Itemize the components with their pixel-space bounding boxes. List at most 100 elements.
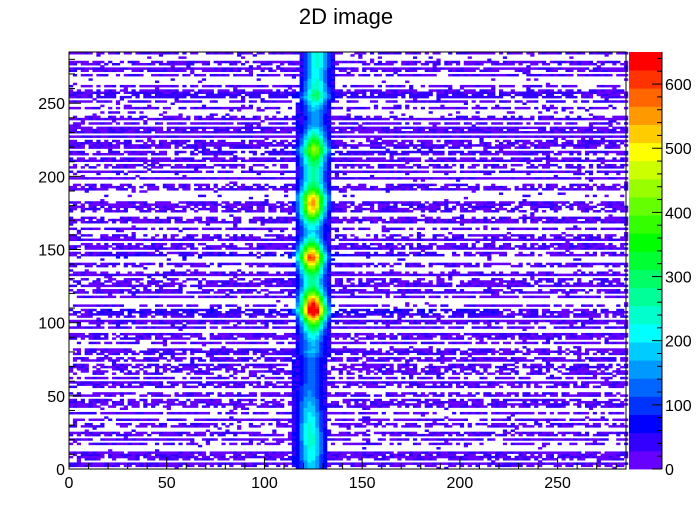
heatmap-cell [581, 433, 586, 437]
heatmap-cell [397, 321, 402, 325]
heatmap-cell [479, 365, 484, 369]
heatmap-cell [350, 365, 355, 369]
heatmap-cell [252, 319, 257, 323]
heatmap-cell [459, 400, 465, 404]
heatmap-cell [127, 370, 132, 373]
heatmap-cell [330, 368, 336, 371]
heatmap-cell [182, 332, 187, 336]
heatmap-cell [565, 400, 570, 404]
heatmap-cell [506, 319, 511, 323]
heatmap-cell [151, 405, 156, 408]
heatmap-cell [319, 409, 324, 413]
heatmap-cell [268, 451, 273, 454]
heatmap-cell [581, 337, 586, 340]
heatmap-cell [170, 348, 175, 351]
heatmap-cell [205, 363, 211, 367]
heatmap-cell [260, 354, 265, 358]
heatmap-cell [596, 319, 601, 323]
heatmap-cell [272, 458, 277, 461]
heatmap-cell [143, 326, 148, 329]
heatmap-cell [569, 324, 574, 327]
heatmap-cell [280, 418, 285, 422]
heatmap-cell [604, 403, 609, 406]
heatmap-cell [604, 453, 609, 457]
heatmap-cell [381, 363, 386, 367]
heatmap-cell [459, 365, 465, 369]
heatmap-cell [518, 381, 523, 384]
heatmap-cell [362, 403, 367, 406]
heatmap-cell [248, 381, 254, 384]
heatmap-cell [299, 352, 304, 356]
heatmap-cell [162, 400, 168, 404]
heatmap-cell [299, 453, 304, 457]
heatmap-cell [283, 370, 289, 373]
heatmap-cell [381, 400, 386, 404]
heatmap-cell [592, 422, 597, 426]
heatmap-cell [178, 438, 183, 441]
heatmap-cell [229, 315, 234, 318]
heatmap-cell [569, 455, 574, 459]
heatmap-cell [323, 365, 328, 369]
heatmap-cell [174, 466, 179, 470]
heatmap-cell [330, 357, 336, 360]
heatmap-cell [295, 343, 300, 347]
heatmap-cell [369, 341, 375, 345]
heatmap-cell [549, 335, 554, 338]
heatmap-cell [225, 451, 230, 454]
heatmap-cell [252, 350, 257, 353]
heatmap-cell [342, 350, 347, 353]
heatmap-cell [256, 405, 261, 408]
heatmap-cell [381, 438, 386, 441]
heatmap-cell [221, 357, 226, 360]
heatmap-cell [131, 352, 136, 356]
heatmap-cell [248, 383, 254, 386]
heatmap-cell [346, 455, 351, 459]
heatmap-cell [151, 359, 156, 362]
heatmap-cell [319, 455, 324, 459]
heatmap-cell [170, 383, 175, 386]
heatmap-cell [467, 381, 472, 384]
heatmap-cell [381, 405, 386, 408]
heatmap-cell [455, 315, 461, 318]
heatmap-cell [604, 405, 609, 408]
heatmap-cell [201, 464, 207, 468]
heatmap-cell [483, 405, 488, 408]
heatmap-cell [330, 383, 336, 386]
heatmap-cell [268, 462, 273, 465]
heatmap-cell [80, 365, 85, 369]
heatmap-cell [244, 403, 250, 406]
heatmap-cell [311, 381, 316, 384]
heatmap-cell [514, 341, 519, 345]
heatmap-cell [448, 332, 453, 336]
heatmap-cell [162, 326, 168, 329]
heatmap-cell [463, 319, 468, 323]
heatmap-cell [299, 370, 304, 373]
heatmap-cell [573, 411, 578, 415]
heatmap-cell [479, 381, 484, 384]
heatmap-cell [416, 453, 422, 457]
heatmap-cell [182, 458, 187, 461]
heatmap-cell [190, 352, 195, 356]
heatmap-cell [538, 363, 543, 367]
heatmap-cell [299, 315, 304, 318]
heatmap-cell [346, 359, 351, 362]
heatmap-cell [311, 433, 316, 437]
heatmap-cell [463, 418, 468, 422]
heatmap-cell [260, 335, 265, 338]
heatmap-cell [455, 363, 461, 367]
heatmap-cell [162, 343, 168, 347]
heatmap-cell [354, 433, 359, 437]
heatmap-cell [581, 392, 586, 395]
heatmap-cell [139, 394, 144, 397]
heatmap-cell [225, 458, 230, 461]
heatmap-cell [213, 418, 218, 422]
heatmap-cell [108, 315, 113, 318]
heatmap-cell [170, 398, 175, 402]
heatmap-cell [338, 341, 343, 345]
heatmap-cell [158, 431, 164, 435]
heatmap-cell [389, 392, 394, 395]
heatmap-cell [248, 433, 254, 437]
heatmap-cell [338, 348, 343, 351]
heatmap-cell [197, 422, 203, 426]
heatmap-cell [557, 352, 562, 356]
